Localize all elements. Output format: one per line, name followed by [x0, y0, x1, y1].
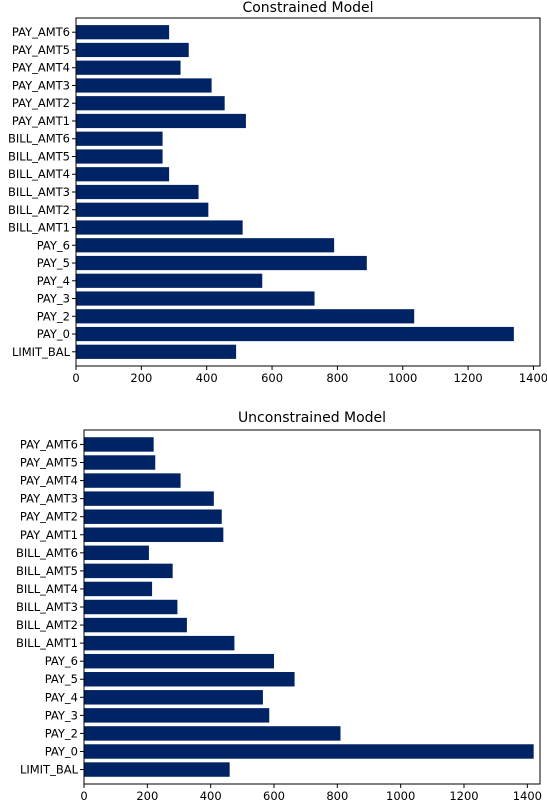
y-tick-label: PAY_AMT1 [20, 528, 78, 542]
y-tick-label: BILL_AMT3 [8, 185, 70, 199]
bar-bill-amt2 [76, 202, 209, 217]
y-tick-label: PAY_AMT4 [12, 61, 70, 75]
x-tick-label: 400 [196, 371, 218, 385]
bar-pay-5 [84, 672, 295, 687]
x-tick-label: 600 [261, 371, 283, 385]
x-tick-label: 200 [130, 371, 152, 385]
y-tick-label: LIMIT_BAL [12, 345, 71, 359]
y-tick-label: BILL_AMT1 [8, 221, 70, 235]
y-tick-label: PAY_4 [37, 274, 70, 288]
y-tick-label: PAY_6 [45, 654, 78, 668]
y-tick-label: LIMIT_BAL [20, 763, 79, 777]
y-tick-label: BILL_AMT2 [16, 618, 78, 632]
y-tick-label: BILL_AMT4 [16, 582, 78, 596]
x-tick-label: 800 [326, 789, 348, 800]
y-tick-label: BILL_AMT4 [8, 167, 70, 181]
y-tick-label: BILL_AMT6 [8, 132, 70, 146]
x-tick-label: 1000 [386, 789, 415, 800]
y-tick-label: PAY_AMT3 [20, 492, 78, 506]
bar-pay-2 [76, 309, 415, 324]
y-tick-label: PAY_AMT4 [20, 474, 78, 488]
y-tick-label: BILL_AMT6 [16, 546, 78, 560]
x-tick-label: 200 [136, 789, 158, 800]
axes-frame [75, 17, 541, 367]
x-tick-label: 800 [326, 371, 348, 385]
bar-pay-amt3 [84, 491, 214, 506]
bar-pay-amt4 [84, 473, 181, 488]
y-tick-label: PAY_AMT2 [20, 510, 78, 524]
bar-bill-amt1 [76, 220, 243, 235]
bar-pay-6 [84, 653, 274, 669]
chart-title: Constrained Model [242, 0, 373, 16]
y-tick-label: PAY_6 [37, 238, 70, 252]
y-tick-label: PAY_5 [45, 672, 78, 686]
bar-pay-amt2 [76, 96, 225, 111]
y-tick-label: PAY_AMT6 [12, 25, 70, 39]
constrained-model-chart: Constrained Model LIMIT_BAL PAY_0 PAY_2 PAY_… [8, 0, 547, 385]
bar-pay-0 [84, 744, 534, 759]
bar-pay-4 [84, 690, 263, 705]
bar-pay-amt2 [84, 509, 222, 524]
bar-bill-amt6 [76, 131, 163, 146]
bar-bill-amt1 [84, 635, 235, 651]
bar-bill-amt2 [84, 617, 187, 633]
x-tick-label: 1200 [449, 789, 478, 800]
bar-pay-amt6 [76, 25, 170, 40]
bar-bill-amt6 [84, 545, 149, 561]
y-tick-label: PAY_0 [37, 327, 70, 341]
bar-pay-3 [84, 708, 270, 723]
y-tick-label: PAY_2 [45, 726, 78, 740]
chart-title: Unconstrained Model [238, 410, 386, 426]
y-tick-label: PAY_3 [45, 708, 78, 722]
y-tick-label: BILL_AMT3 [16, 600, 78, 614]
bar-limit-bal [76, 344, 237, 359]
bar-bill-amt5 [76, 149, 163, 164]
bar-bill-amt4 [84, 581, 153, 597]
bar-pay-0 [76, 326, 514, 342]
y-tick-label: BILL_AMT5 [16, 564, 78, 578]
y-tick-label: PAY_AMT3 [12, 78, 70, 92]
y-tick-label: PAY_5 [37, 256, 70, 270]
bar-pay-amt5 [76, 42, 189, 58]
bar-pay-5 [76, 255, 367, 271]
x-tick-label: 1400 [513, 789, 542, 800]
y-tick-label: PAY_0 [45, 744, 78, 758]
bar-pay-amt1 [84, 527, 224, 542]
y-tick-label: PAY_AMT6 [20, 437, 78, 451]
bar-bill-amt3 [84, 599, 178, 615]
x-tick-label: 1400 [519, 371, 547, 385]
bar-pay-2 [84, 726, 341, 741]
x-tick-label: 1000 [388, 371, 417, 385]
y-tick-label: BILL_AMT2 [8, 203, 70, 217]
x-tick-label: 1200 [453, 371, 482, 385]
y-tick-label: PAY_AMT5 [12, 43, 70, 57]
y-tick-label: BILL_AMT5 [8, 149, 70, 163]
bar-pay-amt3 [76, 78, 212, 93]
y-tick-label: PAY_AMT2 [12, 96, 70, 110]
bar-bill-amt3 [76, 184, 199, 200]
bar-pay-amt4 [76, 60, 181, 75]
bar-pay-amt6 [84, 437, 154, 452]
x-tick-label: 400 [200, 789, 222, 800]
y-tick-label: PAY_2 [37, 309, 70, 323]
y-tick-label: BILL_AMT1 [16, 636, 78, 650]
y-tick-label: PAY_AMT5 [20, 456, 78, 470]
bar-pay-4 [76, 273, 263, 288]
bar-pay-3 [76, 291, 315, 306]
axes-frame [83, 429, 541, 785]
bar-pay-6 [76, 238, 335, 253]
bar-limit-bal [84, 762, 230, 777]
bar-bill-amt4 [76, 167, 170, 182]
bar-bill-amt5 [84, 563, 173, 579]
y-tick-label: PAY_AMT1 [12, 114, 70, 128]
bar-pay-amt5 [84, 455, 156, 470]
x-tick-label: 0 [80, 789, 87, 800]
bar-pay-amt1 [76, 113, 246, 129]
y-tick-label: PAY_4 [45, 690, 78, 704]
x-tick-label: 600 [263, 789, 285, 800]
x-tick-label: 0 [72, 371, 79, 385]
y-tick-label: PAY_3 [37, 292, 70, 306]
unconstrained-model-chart: Unconstrained Model LIMIT_BAL PAY_0 PAY_2 PA… [16, 410, 542, 800]
